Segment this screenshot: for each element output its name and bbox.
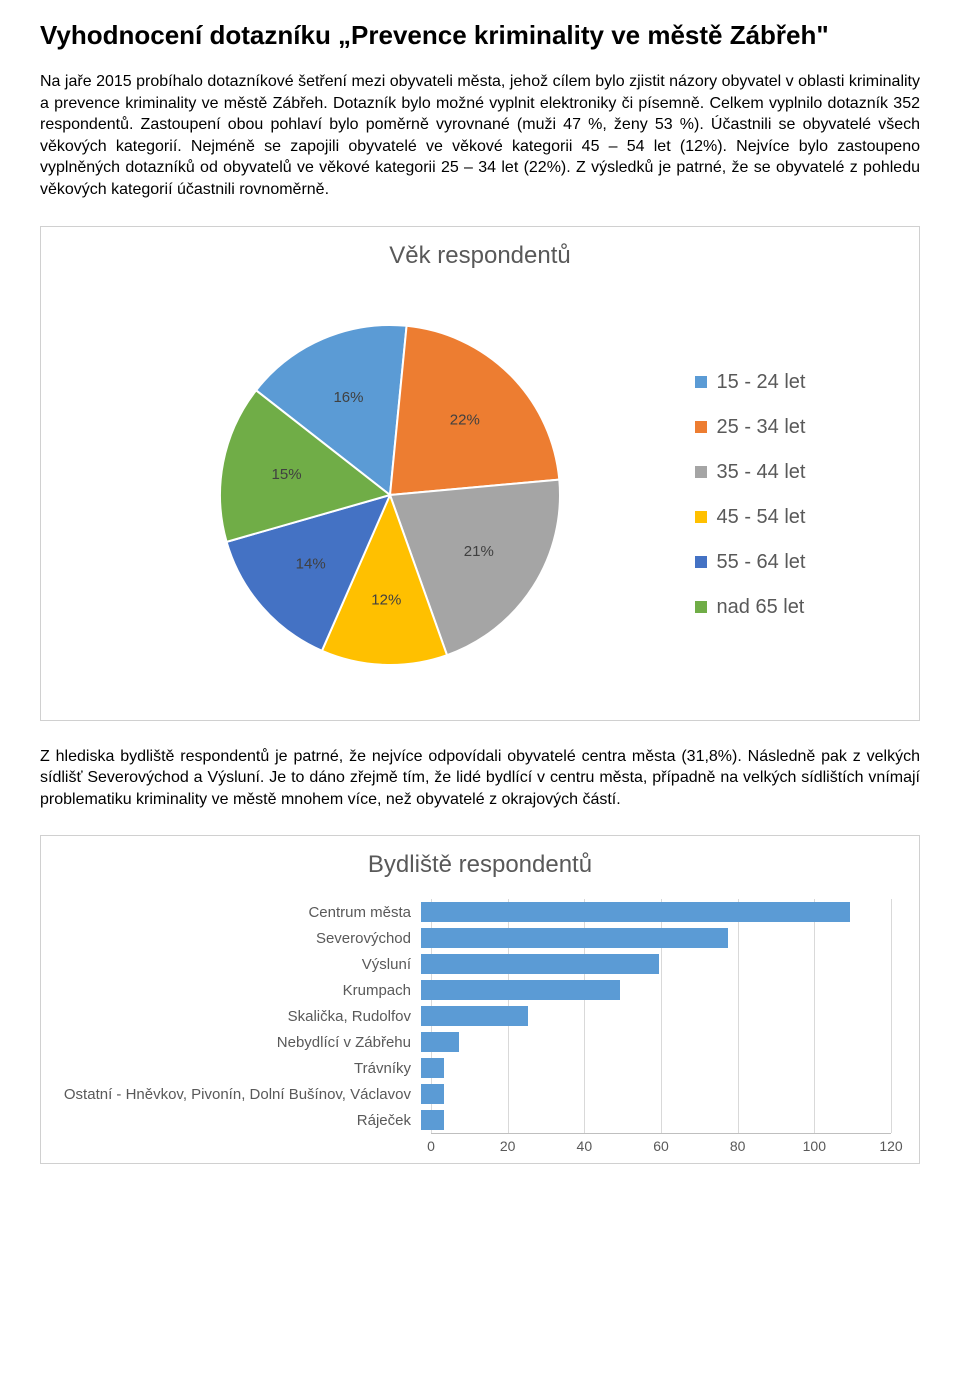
second-paragraph: Z hlediska bydliště respondentů je patrn… [40, 746, 920, 811]
pie-slice-label: 21% [463, 542, 493, 559]
legend-label: nad 65 let [717, 596, 805, 619]
legend-item: nad 65 let [695, 596, 806, 619]
bar-label: Ostatní - Hněvkov, Pivonín, Dolní Bušíno… [61, 1086, 421, 1103]
legend-swatch [695, 421, 707, 433]
bar-label: Nebydlící v Zábřehu [61, 1034, 421, 1051]
bar-label: Centrum města [61, 904, 421, 921]
bar-label: Skalička, Rudolfov [61, 1008, 421, 1025]
page-title: Vyhodnocení dotazníku „Prevence kriminal… [40, 20, 920, 51]
bar-chart-title: Bydliště respondentů [61, 851, 899, 879]
bar-row: Krumpach [61, 977, 899, 1003]
bar-fill [421, 980, 620, 1000]
bar-row: Skalička, Rudolfov [61, 1003, 899, 1029]
legend-item: 35 - 44 let [695, 461, 806, 484]
pie-slice-label: 16% [333, 389, 363, 406]
bar-tick-label: 120 [879, 1138, 902, 1154]
bar-row: Ostatní - Hněvkov, Pivonín, Dolní Bušíno… [61, 1081, 899, 1107]
pie-slice-label: 22% [449, 411, 479, 428]
bar-fill [421, 1058, 444, 1078]
pie-chart-panel: Věk respondentů 16% 22% 21% 12% 14% 15% 15 - … [40, 226, 920, 721]
legend-item: 55 - 64 let [695, 551, 806, 574]
bar-fill [421, 902, 850, 922]
bar-tick-label: 20 [500, 1138, 516, 1154]
bar-chart-panel: Bydliště respondentů Centrum města Severo… [40, 835, 920, 1164]
legend-label: 45 - 54 let [717, 506, 806, 529]
bar-tick-label: 100 [803, 1138, 826, 1154]
bar-x-axis: 020406080100120 [431, 1133, 891, 1158]
bar-fill [421, 1032, 459, 1052]
pie-slice-label: 15% [271, 465, 301, 482]
bar-fill [421, 954, 659, 974]
legend-item: 15 - 24 let [695, 371, 806, 394]
legend-swatch [695, 376, 707, 388]
legend-swatch [695, 556, 707, 568]
legend-label: 35 - 44 let [717, 461, 806, 484]
bar-label: Krumpach [61, 982, 421, 999]
pie-slice [390, 325, 559, 494]
bar-fill [421, 1006, 528, 1026]
pie-slice-label: 14% [295, 555, 325, 572]
bar-row: Výsluní [61, 951, 899, 977]
pie-chart-title: Věk respondentů [61, 242, 899, 270]
bar-row: Severovýchod [61, 925, 899, 951]
pie-slice-label: 12% [371, 591, 401, 608]
legend-swatch [695, 466, 707, 478]
legend-swatch [695, 601, 707, 613]
bar-chart: Centrum města Severovýchod Výsluní Krumpach… [61, 894, 899, 1158]
pie-chart: 16% 22% 21% 12% 14% 15% [155, 285, 625, 705]
legend-item: 25 - 34 let [695, 416, 806, 439]
bar-row: Ráječek [61, 1107, 899, 1133]
bar-tick-label: 40 [577, 1138, 593, 1154]
bar-tick-label: 80 [730, 1138, 746, 1154]
legend-label: 15 - 24 let [717, 371, 806, 394]
legend-swatch [695, 511, 707, 523]
bar-fill [421, 1084, 444, 1104]
bar-label: Výsluní [61, 956, 421, 973]
bar-row: Nebydlící v Zábřehu [61, 1029, 899, 1055]
legend-label: 25 - 34 let [717, 416, 806, 439]
legend-label: 55 - 64 let [717, 551, 806, 574]
pie-legend: 15 - 24 let 25 - 34 let 35 - 44 let 45 - 54… [695, 371, 806, 619]
legend-item: 45 - 54 let [695, 506, 806, 529]
bar-fill [421, 1110, 444, 1130]
bar-label: Ráječek [61, 1112, 421, 1129]
bar-row: Centrum města [61, 899, 899, 925]
intro-paragraph: Na jaře 2015 probíhalo dotazníkové šetře… [40, 71, 920, 201]
bar-row: Trávníky [61, 1055, 899, 1081]
bar-tick-label: 60 [653, 1138, 669, 1154]
bar-tick-label: 0 [427, 1138, 435, 1154]
bar-fill [421, 928, 728, 948]
bar-label: Severovýchod [61, 930, 421, 947]
bar-label: Trávníky [61, 1060, 421, 1077]
